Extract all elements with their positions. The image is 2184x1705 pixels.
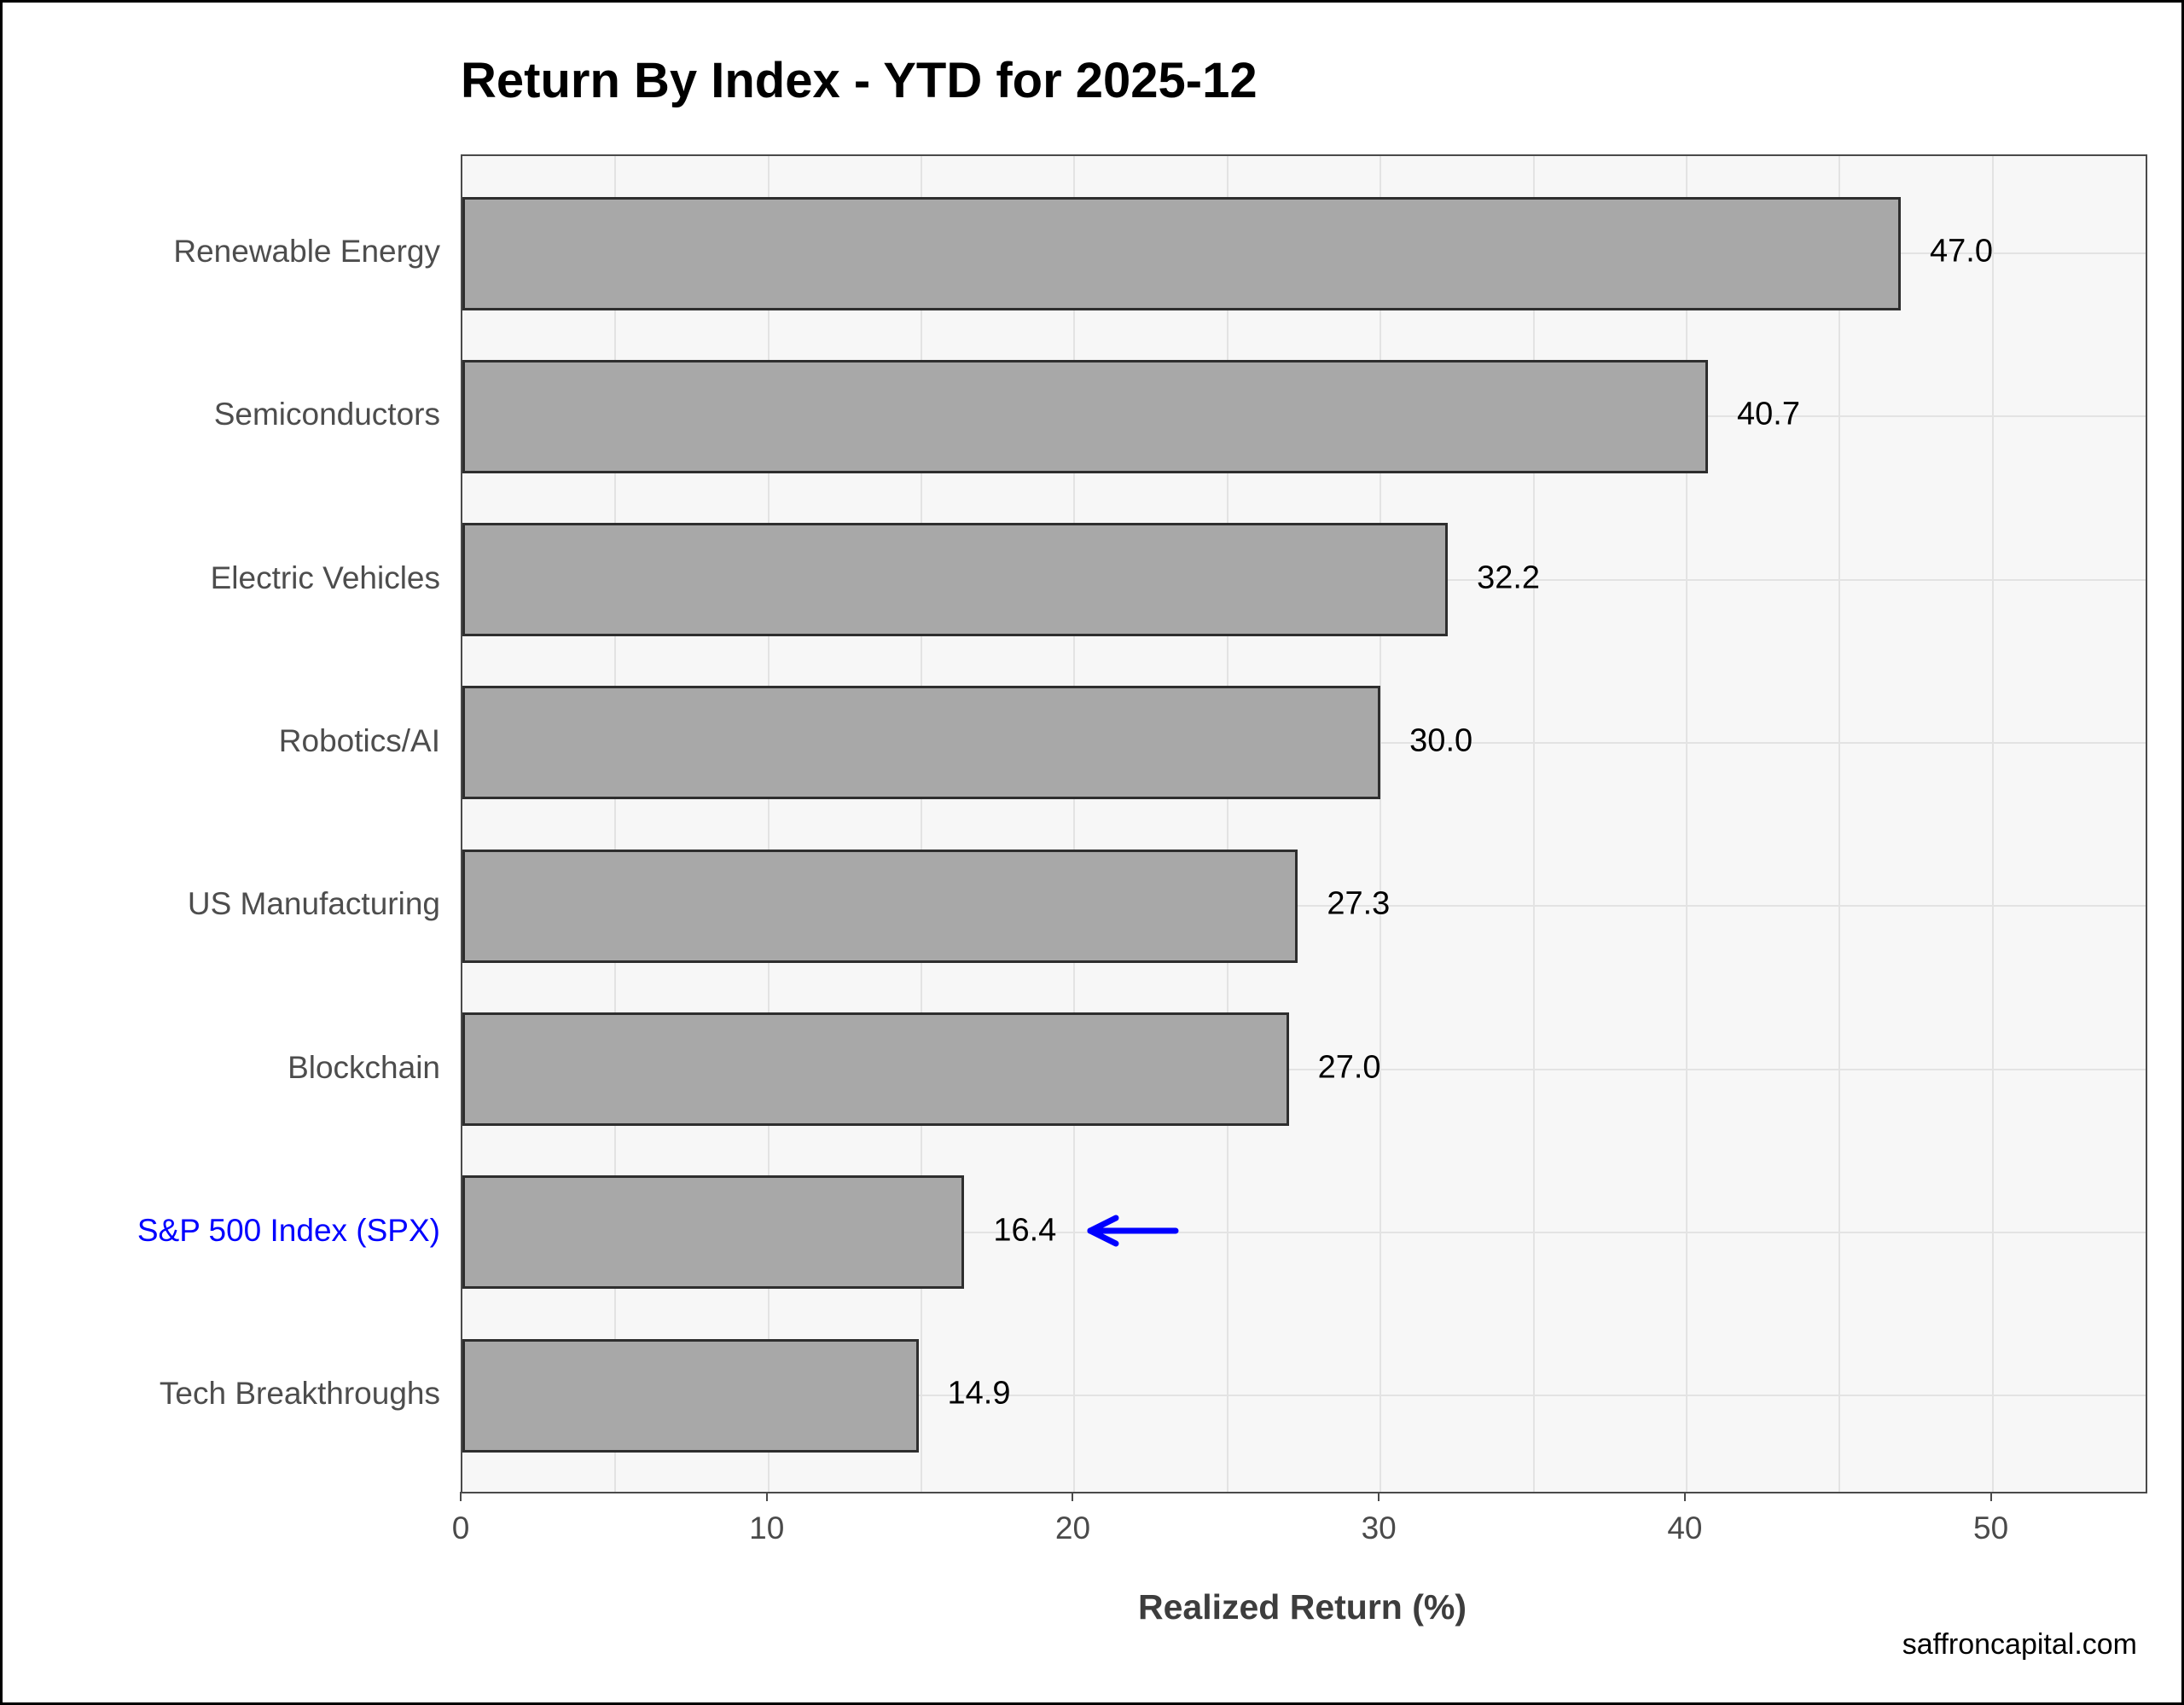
category-label-blockchain: Blockchain <box>288 1049 440 1085</box>
chart-title: Return By Index - YTD for 2025-12 <box>461 53 1258 108</box>
x-tick-label: 20 <box>1054 1511 1091 1546</box>
gridline-vertical <box>1073 156 1076 1492</box>
gridline-vertical <box>1380 156 1382 1492</box>
x-tick-mark <box>1989 1492 1992 1501</box>
gridline-vertical <box>1532 156 1535 1492</box>
bar-electric-vehicles <box>462 523 1449 637</box>
gridline-vertical <box>1226 156 1228 1492</box>
value-label-semiconductors: 40.7 <box>1737 396 1800 432</box>
gridline-vertical <box>767 156 770 1492</box>
x-tick-label: 40 <box>1667 1511 1703 1546</box>
bar-s-p-500-index-spx <box>462 1175 965 1290</box>
value-label-blockchain: 27.0 <box>1317 1049 1381 1085</box>
value-label-s-p-500-index-spx: 16.4 <box>993 1212 1057 1249</box>
x-tick-label: 50 <box>1973 1511 2009 1546</box>
category-label-semiconductors: Semiconductors <box>213 397 440 432</box>
category-label-robotics-ai: Robotics/AI <box>278 722 440 758</box>
value-label-us-manufacturing: 27.3 <box>1327 885 1391 922</box>
value-label-robotics-ai: 30.0 <box>1409 722 1473 759</box>
category-label-s-p-500-index-spx: S&P 500 Index (SPX) <box>136 1212 440 1248</box>
bar-robotics-ai <box>462 686 1381 800</box>
gridline-vertical <box>921 156 923 1492</box>
gridline-vertical <box>1838 156 1841 1492</box>
bar-renewable-energy <box>462 196 1902 310</box>
gridline-horizontal <box>462 905 2146 908</box>
bar-tech-breakthroughs <box>462 1338 919 1453</box>
gridline-horizontal <box>462 1068 2146 1070</box>
footer-watermark: saffroncapital.com <box>1902 1628 2137 1661</box>
x-tick-mark <box>1378 1492 1380 1501</box>
plot-area <box>461 154 2147 1493</box>
category-label-renewable-energy: Renewable Energy <box>173 234 440 269</box>
x-tick-mark <box>765 1492 768 1501</box>
left-arrow-icon <box>1087 1215 1179 1247</box>
gridline-vertical <box>614 156 617 1492</box>
gridline-vertical <box>1685 156 1687 1492</box>
bar-blockchain <box>462 1012 1289 1126</box>
x-axis-title: Realized Return (%) <box>1138 1587 1467 1627</box>
x-tick-mark <box>1683 1492 1686 1501</box>
bar-us-manufacturing <box>462 849 1298 963</box>
category-label-electric-vehicles: Electric Vehicles <box>210 560 440 595</box>
x-tick-label: 0 <box>451 1511 470 1546</box>
gridline-horizontal <box>462 1231 2146 1233</box>
value-label-electric-vehicles: 32.2 <box>1477 560 1541 596</box>
x-tick-mark <box>460 1492 462 1501</box>
value-label-renewable-energy: 47.0 <box>1930 233 1993 270</box>
category-label-us-manufacturing: US Manufacturing <box>187 886 440 922</box>
gridline-horizontal <box>462 1395 2146 1397</box>
x-tick-label: 10 <box>749 1511 785 1546</box>
category-label-tech-breakthroughs: Tech Breakthroughs <box>159 1376 440 1412</box>
bar-semiconductors <box>462 359 1709 473</box>
x-tick-mark <box>1072 1492 1074 1501</box>
value-label-tech-breakthroughs: 14.9 <box>947 1375 1011 1412</box>
x-tick-label: 30 <box>1361 1511 1397 1546</box>
gridline-vertical <box>1991 156 1994 1492</box>
